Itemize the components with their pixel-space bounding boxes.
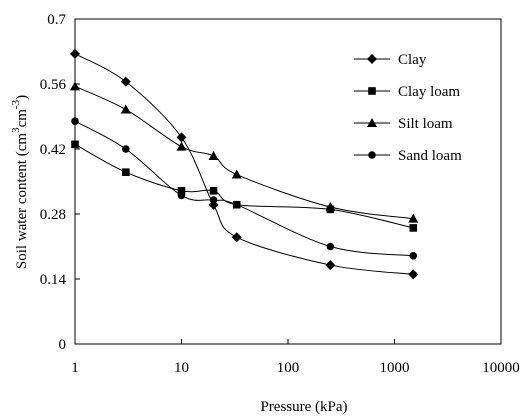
legend-marker xyxy=(367,54,377,64)
data-point-clay xyxy=(176,132,187,143)
data-point-clay-loam xyxy=(122,168,130,177)
plot-area-border xyxy=(74,18,502,345)
data-point-sand-loam xyxy=(409,251,418,260)
legend-entry-sand-loam: Sand loam xyxy=(354,148,462,164)
data-point-clay xyxy=(408,269,419,280)
series-line-clay xyxy=(74,53,414,275)
y-tick-label: 0.14 xyxy=(40,272,67,288)
x-tick-label: 1 xyxy=(71,360,79,376)
legend-label: Clay loam xyxy=(398,84,460,100)
legend-marker xyxy=(367,118,377,127)
legend-marker xyxy=(368,87,376,95)
y-tick-label: 0.7 xyxy=(47,12,66,28)
y-tick-label: 0.28 xyxy=(40,207,66,223)
series-clay-loam xyxy=(71,140,418,232)
y-axis-label: Soil water content (cm3cm-3) xyxy=(10,95,30,269)
y-tick-label: 0.56 xyxy=(40,77,67,93)
series-silt-loam xyxy=(70,81,419,223)
data-point-clay-loam xyxy=(409,224,418,232)
legend-entry-clay-loam: Clay loam xyxy=(354,84,460,100)
data-point-silt-loam xyxy=(208,150,219,160)
data-point-clay-loam xyxy=(209,186,218,195)
legend-marker xyxy=(368,151,376,159)
data-point-sand-loam xyxy=(71,117,79,125)
data-point-silt-loam xyxy=(70,81,80,91)
legend-entry-silt-loam: Silt loam xyxy=(354,116,453,132)
data-point-clay-loam xyxy=(71,140,79,149)
data-point-clay xyxy=(70,48,80,59)
legend-label: Sand loam xyxy=(398,148,462,164)
data-point-clay xyxy=(325,260,336,271)
series-line-clay-loam xyxy=(74,143,414,229)
legend-label: Clay xyxy=(398,52,427,68)
x-tick-label: 10000 xyxy=(482,360,520,376)
x-tick-label: 10 xyxy=(174,360,189,376)
legend-label: Silt loam xyxy=(398,116,453,132)
x-tick-label: 1000 xyxy=(380,360,410,376)
data-point-silt-loam xyxy=(120,104,131,114)
x-tick-label: 100 xyxy=(277,360,300,376)
y-tick-label: 0 xyxy=(59,337,67,353)
data-point-silt-loam xyxy=(408,213,419,223)
series-line-sand-loam xyxy=(74,120,414,257)
data-point-clay xyxy=(120,76,131,87)
legend-entry-clay: Clay xyxy=(354,52,427,68)
y-tick-label: 0.42 xyxy=(40,142,66,158)
data-point-sand-loam xyxy=(209,196,218,204)
series-sand-loam xyxy=(71,117,418,260)
data-point-sand-loam xyxy=(177,191,186,200)
data-point-clay xyxy=(231,232,242,243)
data-point-clay-loam xyxy=(177,186,186,195)
x-axis-label: Pressure (kPa) xyxy=(260,399,347,415)
data-point-silt-loam xyxy=(325,202,336,212)
data-point-silt-loam xyxy=(231,169,242,179)
series-clay xyxy=(70,48,419,280)
data-point-sand-loam xyxy=(122,145,130,153)
data-point-sand-loam xyxy=(232,200,241,209)
data-point-silt-loam xyxy=(176,141,187,151)
data-point-sand-loam xyxy=(326,242,335,251)
